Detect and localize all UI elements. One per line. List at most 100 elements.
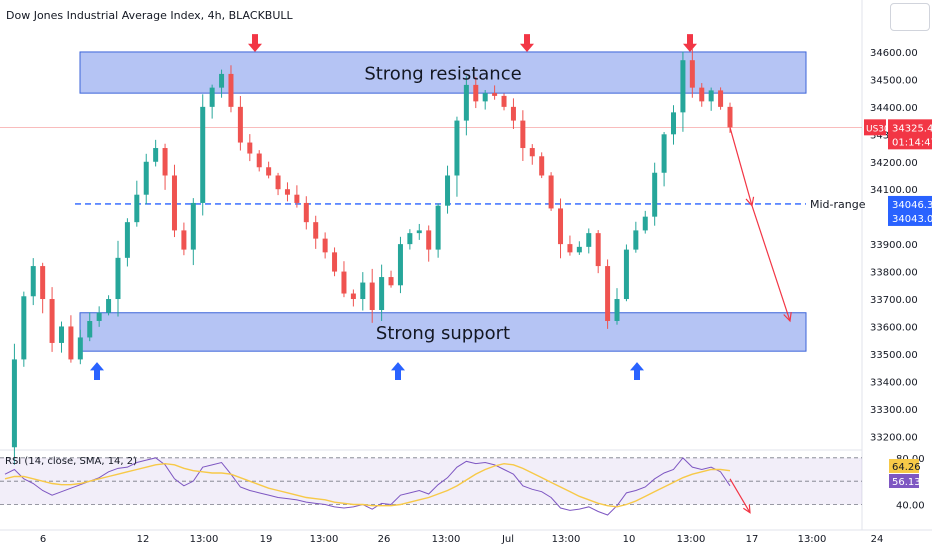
candle-body xyxy=(11,359,17,448)
candle-body xyxy=(482,93,488,102)
candle-body xyxy=(294,194,300,203)
candle-body xyxy=(350,293,356,300)
price-axis-tick-label: 33300.00 xyxy=(870,405,918,416)
candle-body xyxy=(115,257,121,300)
rsi-line xyxy=(4,457,731,516)
candle-body xyxy=(341,271,347,294)
candle-body xyxy=(275,175,281,190)
projection-arrow-line xyxy=(729,127,753,206)
candle-body xyxy=(416,230,422,234)
price-axis-tick-label: 33200.00 xyxy=(870,432,918,443)
price-axis-tick-label: 33800.00 xyxy=(870,268,918,279)
resistance-zone-label: Strong resistance xyxy=(364,64,521,85)
time-axis-tick-label: 10 xyxy=(623,534,636,545)
candle-body xyxy=(510,106,516,121)
candle-body xyxy=(181,230,187,250)
symbol-label: US30 xyxy=(866,124,890,134)
candle-body xyxy=(576,246,582,253)
candle-body xyxy=(143,161,149,195)
candle-body xyxy=(718,90,724,107)
mid-range-badge xyxy=(888,195,932,226)
price-axis-tick-label: 34400.00 xyxy=(870,103,918,114)
support-touch-arrow-icon xyxy=(630,362,644,380)
candle-body xyxy=(49,299,55,343)
time-axis-tick-label: 6 xyxy=(40,534,46,545)
rsi-projection-line xyxy=(729,478,751,513)
time-axis-tick-label: 13:00 xyxy=(310,534,339,545)
support-zone xyxy=(79,312,807,352)
mid-range-upper-value: 34046.32 xyxy=(892,200,932,211)
candle-body xyxy=(435,205,441,250)
candle-body xyxy=(96,312,102,321)
time-axis-tick-label: 19 xyxy=(260,534,273,545)
candle-body xyxy=(237,106,243,143)
price-axis-tick-label: 33400.00 xyxy=(870,377,918,388)
rsi-indicator-label[interactable]: RSI (14, close, SMA, 14, 2) xyxy=(5,456,138,467)
candle-body xyxy=(379,277,385,310)
last-price-value: 34325.40 xyxy=(892,123,932,134)
candle-body xyxy=(162,148,168,176)
support-zone-label: Strong support xyxy=(376,323,510,344)
candle-body xyxy=(633,230,639,250)
price-axis-tick-label: 34500.00 xyxy=(870,75,918,86)
candle-body xyxy=(134,194,140,223)
rsi-value-badge xyxy=(889,474,919,488)
rsi-projection-arrowhead-icon xyxy=(743,504,751,514)
chart-settings-button[interactable] xyxy=(890,3,930,31)
candle-body xyxy=(727,106,733,128)
candle-body xyxy=(586,233,592,247)
resistance-touch-arrow-icon xyxy=(248,34,262,52)
candle-body xyxy=(699,87,705,102)
candle-body xyxy=(501,95,507,107)
candle-body xyxy=(671,112,677,135)
support-touch-arrow-icon xyxy=(391,362,405,380)
resistance-touch-arrow-icon xyxy=(520,34,534,52)
candle-body xyxy=(708,90,714,102)
candle-body xyxy=(492,93,498,96)
projection-arrowhead-icon xyxy=(783,311,792,323)
candle-body xyxy=(153,148,159,162)
price-axis-tick-label: 34200.00 xyxy=(870,158,918,169)
candle-body xyxy=(124,222,130,258)
time-axis-tick-label: Jul xyxy=(501,534,514,545)
last-price-badge xyxy=(888,119,932,150)
time-axis-tick-label: 13:00 xyxy=(552,534,581,545)
candle-body xyxy=(642,216,648,231)
candle-body xyxy=(445,175,451,206)
time-axis-tick-label: 13:00 xyxy=(190,534,219,545)
candle-body xyxy=(58,326,64,343)
candle-body xyxy=(313,222,319,239)
candle-body xyxy=(539,156,545,176)
candle-body xyxy=(661,134,667,173)
time-axis-tick-label: 24 xyxy=(871,534,884,545)
time-axis-tick-label: 13:00 xyxy=(798,534,827,545)
candle-body xyxy=(256,153,262,168)
candle-body xyxy=(397,244,403,286)
rsi-ma-badge xyxy=(889,459,919,473)
projection-arrow-line xyxy=(751,205,791,322)
candle-body xyxy=(68,326,74,360)
candle-body xyxy=(303,202,309,223)
candle-body xyxy=(454,120,460,176)
price-axis-tick-label: 33900.00 xyxy=(870,240,918,251)
candle-body xyxy=(463,84,469,121)
candle-body xyxy=(21,296,27,360)
candle-body xyxy=(171,175,177,231)
candle-body xyxy=(558,208,564,245)
rsi-ma-value: 64.26 xyxy=(892,462,921,473)
candle-body xyxy=(30,266,36,297)
candle-body xyxy=(388,277,394,286)
countdown-timer: 01:14:47 xyxy=(892,137,932,148)
rsi-value: 56.13 xyxy=(892,477,921,488)
symbol-badge xyxy=(864,119,886,136)
candle-body xyxy=(266,167,272,176)
candle-body xyxy=(689,60,695,88)
time-axis-tick-label: 17 xyxy=(746,534,759,545)
candle-body xyxy=(40,266,46,300)
projection-arrowhead-icon xyxy=(745,196,755,208)
candle-body xyxy=(369,282,375,310)
candle-body xyxy=(520,120,526,149)
rsi-ma-line xyxy=(4,462,731,508)
